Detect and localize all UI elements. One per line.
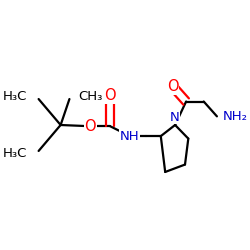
Text: O: O bbox=[84, 119, 96, 134]
Text: NH₂: NH₂ bbox=[222, 110, 248, 123]
Text: O: O bbox=[167, 79, 179, 94]
Text: CH₃: CH₃ bbox=[78, 90, 102, 103]
Text: NH: NH bbox=[120, 130, 140, 142]
Text: H₃C: H₃C bbox=[3, 147, 28, 160]
Text: O: O bbox=[104, 88, 116, 103]
Text: N: N bbox=[170, 111, 180, 124]
Text: H₃C: H₃C bbox=[3, 90, 28, 103]
